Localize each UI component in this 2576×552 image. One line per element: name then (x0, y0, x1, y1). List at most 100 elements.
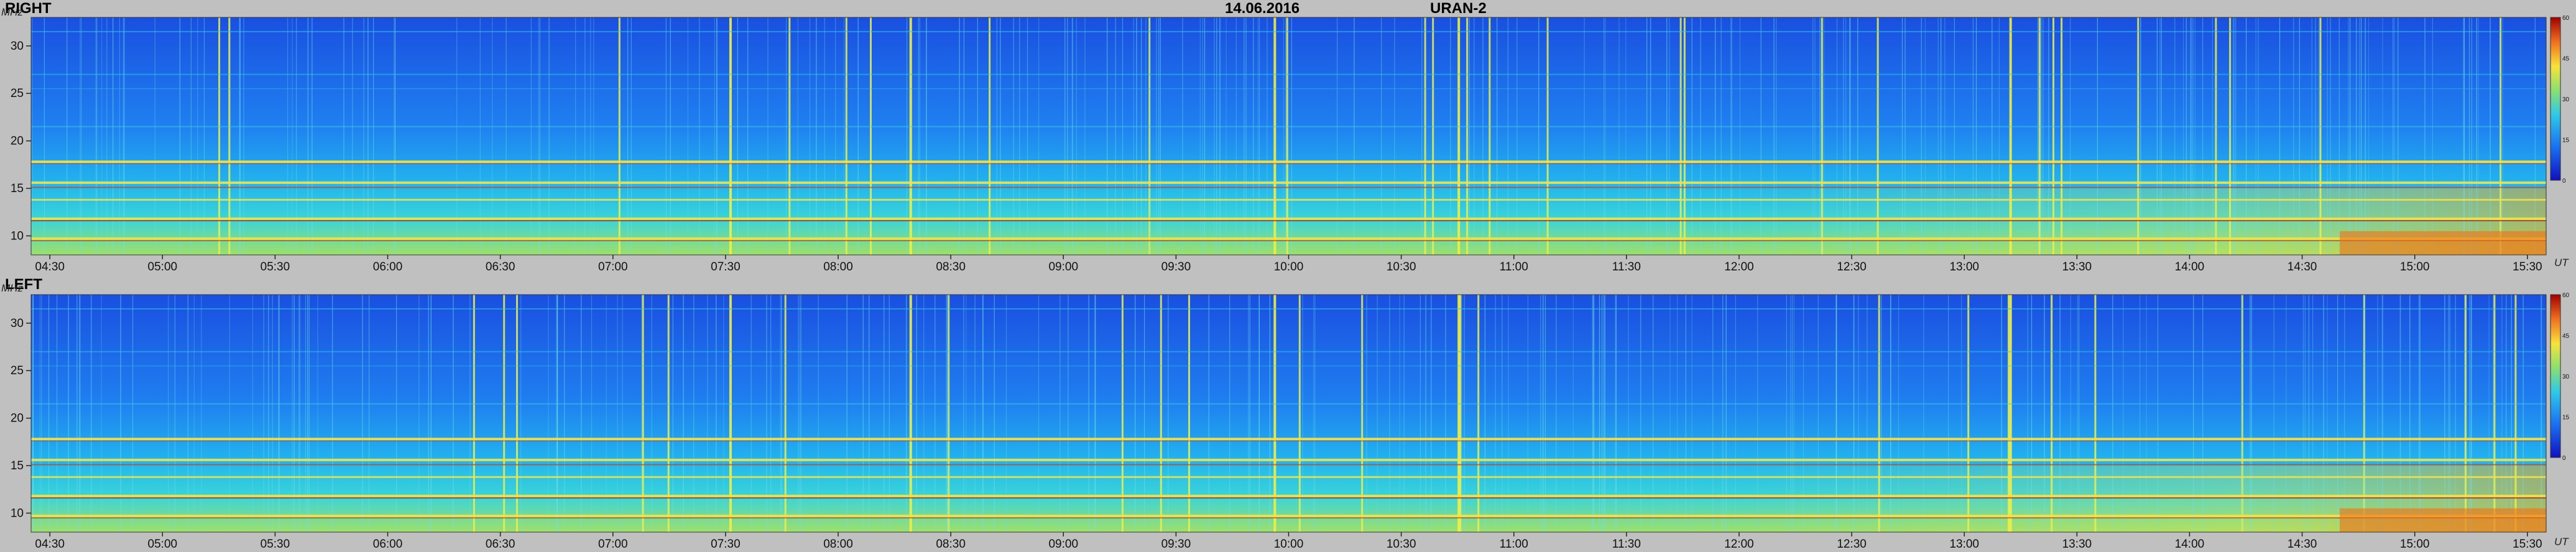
interference-line (781, 295, 782, 532)
interference-line (1133, 17, 1134, 255)
interference-line (2382, 17, 2383, 255)
interference-line (1457, 295, 1461, 532)
interference-line (2233, 17, 2234, 255)
colorbar-tick-label: 60 (2562, 15, 2570, 22)
interference-line (308, 295, 310, 532)
interference-line (1602, 295, 1604, 532)
interference-line (1730, 17, 1732, 255)
interference-line (977, 17, 978, 255)
colorbar-tick-label: 45 (2562, 56, 2570, 63)
interference-line (1188, 295, 1190, 532)
x-axis-unit-left: UT (2554, 536, 2569, 548)
x-tick-label: 08:30 (936, 538, 966, 551)
frequency-band (31, 198, 2546, 201)
interference-line (1773, 17, 1775, 255)
interference-line (2052, 17, 2054, 255)
x-tick-label: 09:30 (1161, 538, 1191, 551)
interference-line (770, 295, 772, 532)
interference-line (1572, 295, 1574, 532)
interference-line (1149, 17, 1150, 255)
interference-line (1094, 295, 1096, 532)
interference-line (1273, 17, 1276, 255)
interference-line (2455, 295, 2456, 532)
interference-line (287, 17, 289, 255)
interference-line (2112, 295, 2113, 532)
interference-line (1615, 295, 1616, 532)
interference-line (667, 295, 670, 532)
interference-line (2315, 17, 2316, 255)
y-tick-label: 15 (11, 182, 24, 195)
interference-line (373, 17, 374, 255)
interference-line (96, 17, 98, 255)
x-tick-label: 15:30 (2513, 260, 2542, 274)
interference-line (926, 17, 927, 255)
interference-line (1904, 17, 1906, 255)
interference-line (1313, 295, 1314, 532)
interference-line (1683, 17, 1686, 255)
interference-line (2463, 17, 2464, 255)
interference-line (243, 17, 244, 255)
interference-line (1084, 17, 1086, 255)
x-tick-label: 14:00 (2175, 260, 2205, 274)
y-tick-label: 30 (11, 40, 24, 53)
interference-line (989, 17, 991, 255)
frequency-band (31, 163, 2546, 165)
interference-line (479, 17, 481, 255)
frequency-band (31, 240, 2546, 242)
interference-line (1998, 17, 2000, 255)
x-tick-label: 06:00 (373, 260, 403, 274)
interference-line (1482, 17, 1484, 255)
x-axis-unit-right: UT (2554, 257, 2569, 269)
y-tick-label: 15 (11, 459, 24, 472)
x-tick-label: 07:30 (711, 260, 741, 274)
interference-line (750, 295, 752, 532)
interference-line (503, 295, 506, 532)
panel-title-left: LEFT (5, 276, 42, 293)
interference-line (1235, 17, 1237, 255)
interference-line (2409, 295, 2411, 532)
high-intensity-region (2339, 508, 2546, 532)
interference-line (2009, 17, 2012, 255)
interference-line (2235, 17, 2237, 255)
interference-line (1457, 17, 1461, 255)
interference-line (1245, 17, 1247, 255)
x-tick-label: 10:30 (1387, 260, 1416, 274)
interference-line (1027, 17, 1028, 255)
interference-line (2279, 17, 2281, 255)
interference-line (2059, 295, 2061, 532)
interference-line (506, 17, 507, 255)
interference-line (2468, 17, 2470, 255)
interference-line (2344, 295, 2345, 532)
colorbar-tick-label: 0 (2562, 455, 2566, 462)
interference-line (923, 295, 925, 532)
interference-line (2293, 17, 2294, 255)
interference-line (101, 295, 102, 532)
frequency-band (31, 440, 2546, 442)
interference-line (1038, 17, 1040, 255)
frequency-band (31, 126, 2546, 127)
y-tick-label: 30 (11, 317, 24, 330)
interference-line (889, 295, 890, 532)
interference-line (909, 295, 912, 532)
colorbar-tick-label: 45 (2562, 333, 2570, 340)
interference-line (2514, 295, 2517, 532)
interference-line (766, 295, 767, 532)
interference-line (1923, 295, 1924, 532)
interference-line (1403, 295, 1405, 532)
interference-line (622, 295, 623, 532)
x-tick-label: 14:00 (2175, 538, 2205, 551)
interference-line (1961, 295, 1962, 532)
interference-line (516, 295, 518, 532)
interference-line (76, 295, 78, 532)
interference-line (268, 295, 269, 532)
interference-line (824, 17, 825, 255)
interference-line (716, 17, 718, 255)
interference-line (48, 295, 50, 532)
interference-line (1420, 295, 1421, 532)
x-tick-label: 11:30 (1612, 538, 1641, 551)
interference-line (2008, 295, 2010, 532)
interference-line (946, 295, 948, 532)
x-tick-label: 04:30 (35, 260, 65, 274)
interference-line (557, 295, 558, 532)
